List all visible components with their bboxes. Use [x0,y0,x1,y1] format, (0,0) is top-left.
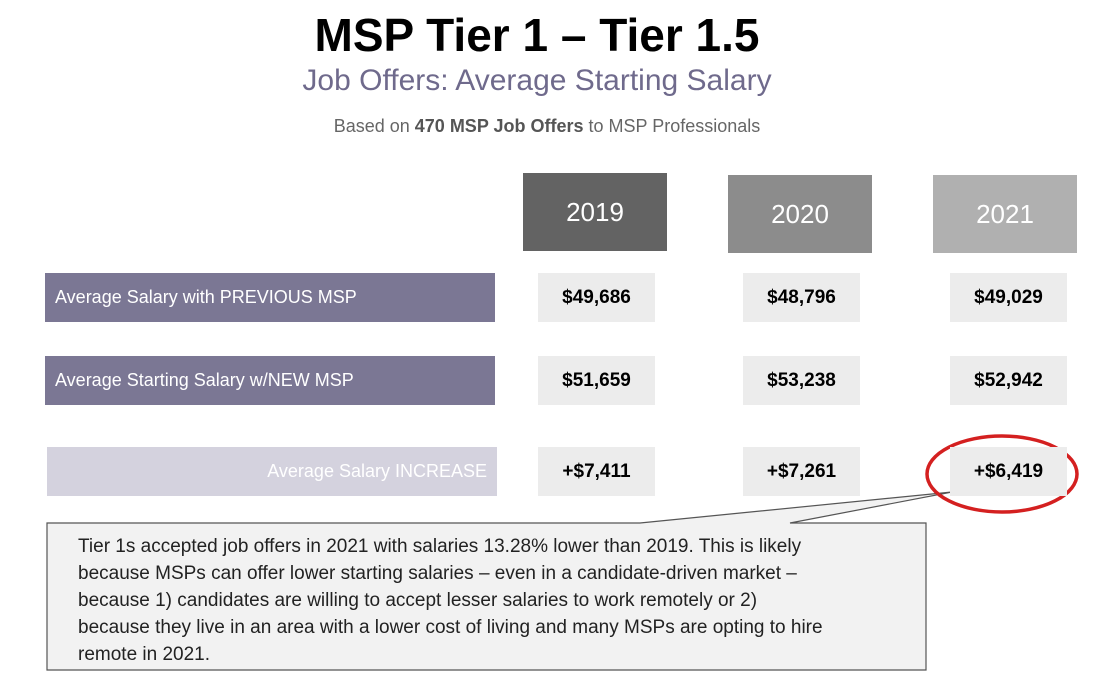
value-cell: +$7,411 [538,447,655,496]
callout-line: because 1) candidates are willing to acc… [78,590,758,611]
value-cell: $49,029 [950,273,1067,322]
note-text: to MSP Professionals [583,116,761,136]
subtitle: Job Offers: Average Starting Salary [302,64,772,97]
value-cell: +$7,261 [743,447,860,496]
note-bold: 470 MSP Job Offers [414,116,584,136]
row-label: Average Salary with PREVIOUS MSP [45,273,495,322]
callout-line: Tier 1s accepted job offers in 2021 with… [78,536,802,557]
highlight-circle [925,434,1079,514]
callout-line: because they live in an area with a lowe… [78,617,823,638]
value-cell: +$6,419 [950,447,1067,496]
callout-line: remote in 2021. [78,644,211,665]
column-header: 2020 [728,175,872,253]
value-cell: $51,659 [538,356,655,405]
value-cell: $53,238 [743,356,860,405]
value-cell: $48,796 [743,273,860,322]
note-text: Based on [333,116,415,136]
callout-line: because MSPs can offer lower starting sa… [78,563,797,584]
row-label: Average Starting Salary w/NEW MSP [45,356,495,405]
value-cell: $49,686 [538,273,655,322]
title: MSP Tier 1 – Tier 1.5 [314,9,760,61]
note: Based on 470 MSP Job Offers to MSP Profe… [0,116,1094,137]
callout-box [46,491,953,671]
value-cell: $52,942 [950,356,1067,405]
row-label: Average Salary INCREASE [47,447,497,496]
column-header: 2019 [523,173,667,251]
column-header: 2021 [933,175,1077,253]
